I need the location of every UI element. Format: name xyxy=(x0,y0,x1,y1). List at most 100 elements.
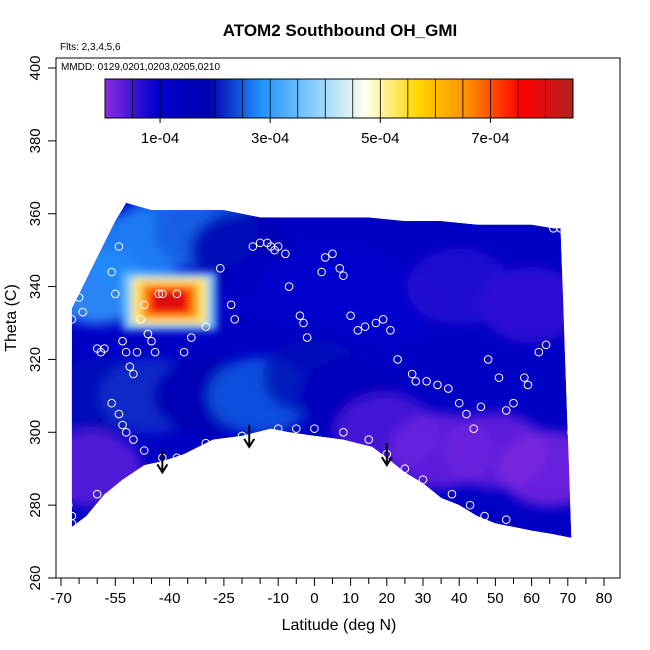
x-tick-label: 20 xyxy=(378,590,395,607)
observation-point xyxy=(67,315,77,324)
observation-point xyxy=(136,315,145,324)
field-cell xyxy=(497,430,572,507)
y-tick-label: 300 xyxy=(27,420,44,445)
observation-point xyxy=(501,406,511,415)
observation-point xyxy=(335,264,345,273)
x-tick-label: -55 xyxy=(104,590,126,607)
observation-point xyxy=(187,333,196,342)
observation-point xyxy=(172,289,182,299)
observation-point xyxy=(320,253,330,262)
x-tick-label: 10 xyxy=(342,590,359,607)
observation-point xyxy=(118,336,127,346)
observation-point xyxy=(364,435,374,444)
observation-point xyxy=(520,373,529,382)
chart-title: ATOM2 Southbound OH_GMI xyxy=(223,21,458,40)
colorbar-gradient xyxy=(104,78,574,119)
observation-point xyxy=(111,504,120,514)
observation-point xyxy=(353,325,363,335)
observation-point xyxy=(273,242,283,251)
x-tick-label: 40 xyxy=(451,590,468,607)
x-tick-label: -25 xyxy=(213,590,235,607)
observation-point xyxy=(317,267,326,277)
y-axis: 260 280 300 320 340 360 380 400 xyxy=(27,55,56,591)
hotspot xyxy=(122,272,217,331)
observation-point xyxy=(378,315,388,324)
x-axis: -70 -55 -40 -25 -10 0 10 20 30 40 50 60 70 80 xyxy=(50,578,612,607)
observation-point xyxy=(158,289,167,299)
flights-annotation: Flts: 2,3,4,5,6 xyxy=(60,42,121,53)
observation-point xyxy=(215,264,225,273)
observation-point xyxy=(447,489,457,499)
observation-point xyxy=(476,402,486,412)
arrow-head xyxy=(380,456,393,467)
observation-point xyxy=(418,475,428,484)
observation-point xyxy=(114,409,124,419)
observation-point xyxy=(295,311,305,321)
observation-point xyxy=(281,249,290,259)
observation-point xyxy=(534,347,544,357)
observation-point xyxy=(125,362,135,372)
x-axis-label: Latitude (deg N) xyxy=(282,617,397,634)
observation-point xyxy=(100,344,109,353)
colorbar-tick-label: 5e-04 xyxy=(361,130,399,147)
observation-point xyxy=(143,329,153,339)
x-tick-label: -70 xyxy=(50,590,72,607)
observation-point xyxy=(237,431,247,441)
observation-point xyxy=(150,347,160,357)
observation-point xyxy=(154,289,164,299)
observation-point xyxy=(201,322,211,331)
observation-point xyxy=(226,300,236,310)
observation-point xyxy=(139,446,149,455)
tropopause-arrows xyxy=(156,424,393,475)
observation-point xyxy=(393,355,402,364)
x-tick-label: 60 xyxy=(523,590,540,607)
observation-point xyxy=(407,369,417,379)
arrow-head xyxy=(243,438,256,449)
x-tick-label: -10 xyxy=(267,590,289,607)
observation-point xyxy=(92,489,102,499)
observation-point xyxy=(121,427,131,437)
observation-point xyxy=(147,336,156,346)
observation-point xyxy=(469,424,478,433)
observation-point xyxy=(273,424,283,433)
observation-point xyxy=(346,311,355,321)
x-tick-label: 70 xyxy=(559,590,576,607)
observation-point xyxy=(118,420,127,430)
colorbar-tick-label: 3e-04 xyxy=(251,130,289,147)
observation-point xyxy=(501,515,511,525)
plot-frame xyxy=(55,57,621,579)
observation-point xyxy=(107,267,116,277)
observation-point xyxy=(541,340,551,350)
observation-point xyxy=(328,249,337,259)
observation-point xyxy=(129,435,138,444)
observation-point xyxy=(107,398,116,408)
observation-point xyxy=(179,347,189,357)
field-blobs xyxy=(71,202,572,507)
arrow xyxy=(243,424,256,449)
observation-point xyxy=(480,511,489,521)
arrow-head xyxy=(156,463,169,475)
observation-point xyxy=(111,289,120,299)
y-tick-label: 380 xyxy=(27,128,44,153)
observation-point xyxy=(248,242,258,251)
observation-point xyxy=(523,380,533,390)
observation-point xyxy=(494,373,504,382)
observation-point xyxy=(139,300,149,310)
observation-point xyxy=(172,453,182,463)
observation-point xyxy=(360,322,370,331)
observation-point xyxy=(299,318,308,328)
observation-point xyxy=(310,424,319,433)
y-tick-label: 320 xyxy=(27,347,44,372)
y-axis-label: Theta (C) xyxy=(3,284,20,352)
arrow xyxy=(156,450,169,475)
observation-point xyxy=(465,500,475,510)
y-tick-label: 260 xyxy=(27,565,44,590)
observation-point xyxy=(292,424,301,433)
observation-point xyxy=(411,376,421,386)
x-tick-label: 30 xyxy=(415,590,432,607)
observation-point xyxy=(556,223,565,233)
observation-point xyxy=(129,369,138,379)
observation-point xyxy=(371,318,381,328)
observation-point xyxy=(444,384,453,393)
